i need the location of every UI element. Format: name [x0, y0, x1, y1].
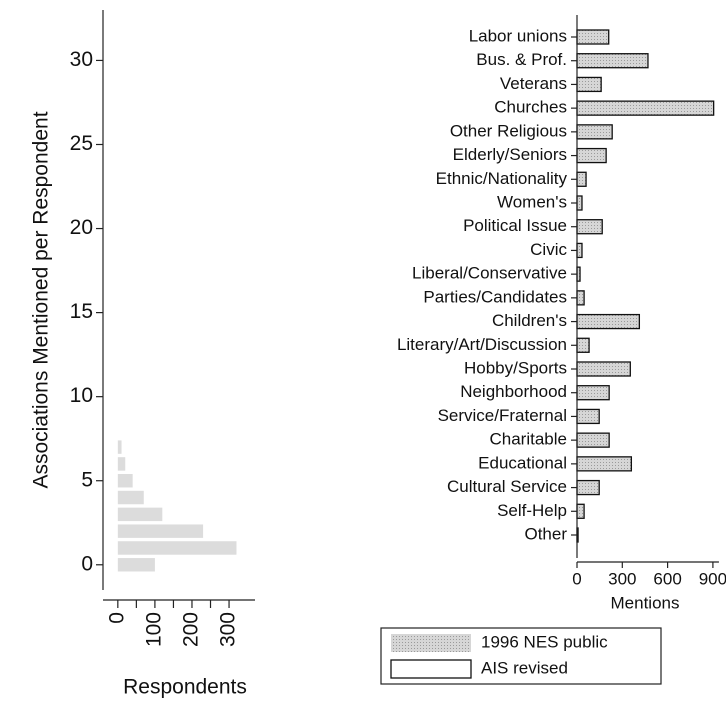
- category-label: Other Religious: [450, 121, 567, 140]
- bar: [577, 243, 582, 258]
- y-tick-label: 10: [70, 384, 93, 407]
- legend-label: 1996 NES public: [481, 632, 608, 651]
- category-label: Women's: [497, 192, 567, 211]
- category-label: Service/Fraternal: [438, 406, 567, 425]
- bar: [117, 524, 204, 538]
- bar: [577, 172, 587, 187]
- bar: [577, 124, 613, 139]
- category-label: Political Issue: [463, 216, 567, 235]
- category-label: Labor unions: [469, 26, 567, 45]
- y-tick-label: 5: [81, 468, 93, 491]
- bar: [117, 507, 163, 522]
- bar: [577, 314, 640, 329]
- category-label: Veterans: [500, 74, 567, 93]
- bar: [577, 385, 610, 400]
- category-label: Hobby/Sports: [464, 358, 567, 377]
- bar: [577, 456, 632, 471]
- legend-swatch: [391, 634, 471, 652]
- bar: [117, 490, 144, 505]
- bar: [577, 480, 600, 495]
- category-label: Liberal/Conservative: [412, 264, 567, 283]
- y-tick-label: 30: [70, 48, 93, 71]
- bar: [577, 101, 714, 116]
- legend-box: [380, 627, 662, 685]
- bar: [577, 504, 585, 519]
- bar: [577, 290, 585, 305]
- y-tick-label: 25: [70, 132, 93, 155]
- bar: [577, 267, 581, 282]
- bar: [117, 541, 237, 555]
- category-label: Ethnic/Nationality: [436, 169, 568, 188]
- category-label: Civic: [530, 240, 567, 259]
- legend-label: AIS revised: [481, 658, 568, 677]
- category-label: Other: [524, 524, 567, 543]
- category-label: Charitable: [490, 430, 568, 449]
- x-tick-label: 200: [180, 612, 203, 647]
- category-label: Bus. & Prof.: [476, 50, 567, 69]
- y-tick-label: 15: [70, 300, 93, 323]
- bar: [117, 474, 133, 488]
- x-tick-label: 300: [217, 612, 240, 647]
- bar: [577, 409, 600, 424]
- x-axis-label: Respondents: [123, 676, 247, 699]
- category-label: Parties/Candidates: [423, 287, 567, 306]
- bar: [577, 433, 610, 448]
- bar: [577, 30, 609, 44]
- category-label: Children's: [492, 311, 567, 330]
- bar: [577, 219, 603, 234]
- legend-swatch: [390, 659, 472, 679]
- bar: [577, 362, 631, 376]
- bar: [117, 558, 155, 572]
- category-label: Neighborhood: [460, 382, 567, 401]
- x-tick-label: 0: [105, 612, 128, 624]
- x-tick-label: 300: [608, 569, 636, 588]
- x-axis-label: Mentions: [611, 593, 680, 612]
- bar: [577, 148, 607, 163]
- category-label: Cultural Service: [447, 477, 567, 496]
- y-axis-label: Associations Mentioned per Respondent: [30, 111, 53, 488]
- category-label: Self-Help: [497, 501, 567, 520]
- x-tick-label: 900: [699, 569, 726, 588]
- bar: [577, 53, 648, 68]
- y-tick-label: 20: [70, 216, 93, 239]
- x-tick-label: 0: [572, 569, 581, 588]
- category-label: Literary/Art/Discussion: [397, 335, 567, 354]
- category-label: Elderly/Seniors: [453, 145, 567, 164]
- category-label: Educational: [478, 453, 567, 472]
- bar: [117, 457, 126, 471]
- bar: [577, 338, 590, 353]
- bar: [577, 77, 602, 92]
- x-tick-label: 100: [142, 612, 165, 647]
- y-tick-label: 0: [81, 552, 93, 575]
- x-tick-label: 600: [653, 569, 681, 588]
- bar: [117, 440, 122, 454]
- bar: [577, 196, 582, 210]
- category-label: Churches: [494, 98, 567, 117]
